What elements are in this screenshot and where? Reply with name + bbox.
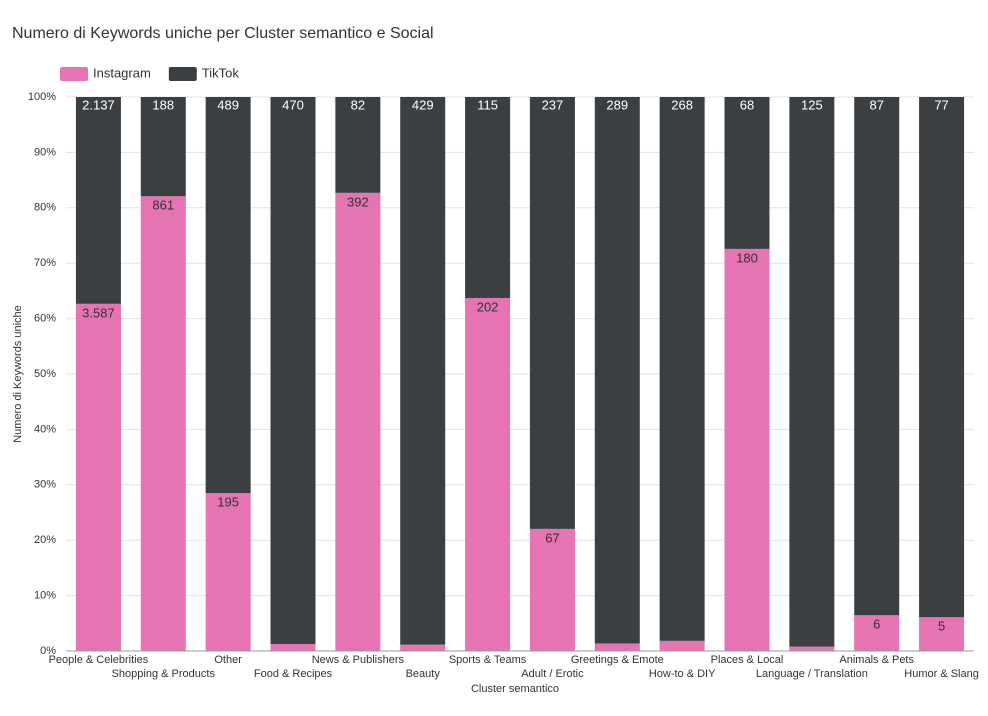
legend-label: Instagram bbox=[93, 65, 151, 80]
data-label: 202 bbox=[477, 299, 499, 314]
bar-segment bbox=[594, 643, 640, 651]
y-tick-label: 90% bbox=[34, 146, 56, 158]
y-tick-label: 10% bbox=[34, 590, 56, 602]
y-axis-title: Numero di Keywords uniche bbox=[12, 305, 24, 443]
data-label: 268 bbox=[671, 97, 693, 112]
x-tick-label: Language / Translation bbox=[756, 668, 868, 680]
x-tick-label: Other bbox=[214, 654, 242, 666]
data-label: 2.137 bbox=[82, 97, 115, 112]
bar-segment bbox=[270, 644, 316, 651]
y-tick-label: 50% bbox=[34, 368, 56, 380]
bar-segment bbox=[335, 192, 381, 651]
bar-segment bbox=[140, 97, 186, 197]
legend-swatch bbox=[168, 67, 197, 81]
data-label: 195 bbox=[217, 494, 239, 509]
data-label: 470 bbox=[282, 97, 304, 112]
x-tick-label: People & Celebrities bbox=[49, 654, 149, 666]
data-label: 180 bbox=[736, 250, 758, 265]
bar-segment bbox=[854, 615, 900, 651]
data-label: 237 bbox=[542, 97, 564, 112]
data-label: 392 bbox=[347, 194, 369, 209]
bar-segment bbox=[335, 97, 381, 193]
bar-segment bbox=[75, 303, 121, 651]
legend-swatch bbox=[60, 67, 88, 81]
bar-segment bbox=[919, 97, 965, 618]
y-tick-label: 100% bbox=[28, 91, 56, 103]
bar-segment bbox=[465, 97, 511, 298]
data-label: 67 bbox=[545, 530, 559, 545]
bar-segment bbox=[789, 97, 835, 647]
x-tick-label: News & Publishers bbox=[312, 654, 405, 666]
data-label: 861 bbox=[152, 198, 174, 213]
data-label: 5 bbox=[938, 619, 945, 634]
y-tick-label: 40% bbox=[34, 423, 56, 435]
bar-segment bbox=[529, 97, 575, 529]
bar-segment bbox=[854, 97, 900, 616]
bar-segment bbox=[659, 640, 705, 651]
data-label: 188 bbox=[152, 97, 174, 112]
data-label: 68 bbox=[740, 97, 754, 112]
y-tick-label: 20% bbox=[34, 534, 56, 546]
data-label: 115 bbox=[477, 97, 498, 112]
bar-segment bbox=[724, 248, 770, 651]
bar-segment bbox=[529, 528, 575, 651]
legend-label: TikTok bbox=[202, 65, 240, 80]
data-label: 489 bbox=[217, 97, 239, 112]
x-tick-label: Humor & Slang bbox=[904, 668, 979, 680]
data-label: 6 bbox=[873, 617, 880, 632]
x-tick-label: Beauty bbox=[406, 668, 441, 680]
bar-segment bbox=[659, 97, 705, 641]
x-tick-label: Places & Local bbox=[711, 654, 784, 666]
x-tick-label: Animals & Pets bbox=[839, 654, 914, 666]
bar-segment bbox=[594, 97, 640, 644]
data-label: 289 bbox=[606, 97, 628, 112]
x-axis-title: Cluster semantico bbox=[471, 683, 559, 695]
chart-title: Numero di Keywords uniche per Cluster se… bbox=[12, 25, 434, 42]
y-tick-label: 0% bbox=[40, 645, 56, 657]
data-label: 87 bbox=[869, 97, 883, 112]
data-label: 125 bbox=[801, 97, 823, 112]
y-tick-label: 70% bbox=[34, 257, 56, 269]
bar-segment bbox=[205, 493, 251, 651]
x-tick-label: Sports & Teams bbox=[449, 654, 527, 666]
data-label: 3.587 bbox=[82, 305, 115, 320]
y-tick-label: 80% bbox=[34, 202, 56, 214]
x-tick-label: Greetings & Emote bbox=[571, 654, 664, 666]
bar-segment bbox=[400, 644, 446, 651]
bar-segment bbox=[140, 196, 186, 652]
bar-segment bbox=[205, 97, 251, 494]
x-tick-label: Food & Recipes bbox=[254, 668, 333, 680]
bar-segment bbox=[465, 297, 511, 651]
bar-segment bbox=[400, 97, 446, 645]
x-tick-label: How-to & DIY bbox=[649, 668, 716, 680]
bar-segment bbox=[789, 646, 835, 651]
bar-segment bbox=[724, 97, 770, 249]
data-label: 82 bbox=[351, 97, 365, 112]
data-label: 429 bbox=[412, 97, 434, 112]
bar-segment bbox=[270, 97, 316, 645]
y-tick-label: 60% bbox=[34, 313, 56, 325]
x-tick-label: Shopping & Products bbox=[112, 668, 216, 680]
data-label: 77 bbox=[934, 97, 948, 112]
x-tick-label: Adult / Erotic bbox=[521, 668, 584, 680]
bar-segment bbox=[75, 97, 121, 304]
y-tick-label: 30% bbox=[34, 479, 56, 491]
bar-segment bbox=[919, 617, 965, 651]
